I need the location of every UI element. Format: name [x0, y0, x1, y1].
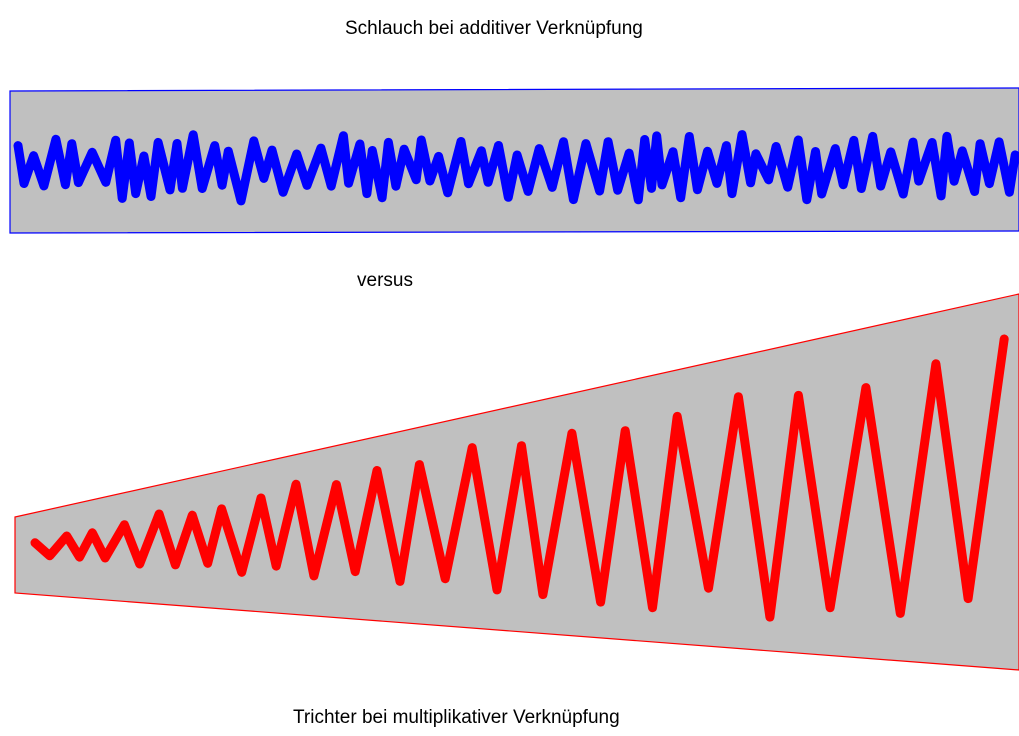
multiplicative-series-line — [30, 334, 1009, 622]
additive-series-line — [13, 130, 1019, 206]
multiplicative-title: Trichter bei multiplikativer Verknüpfung — [293, 707, 620, 728]
versus-label: versus — [357, 270, 413, 291]
additive-title: Schlauch bei additiver Verknüpfung — [345, 18, 643, 39]
